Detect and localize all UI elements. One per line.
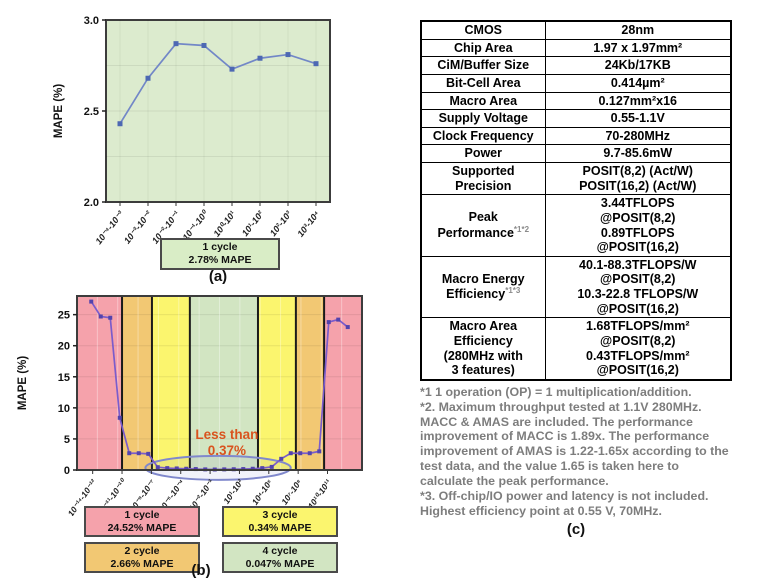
table-row: Peak Performance*1*2 3.44TFLOPS @POSIT(8,2)… — [420, 194, 732, 257]
panel-a: 10⁻⁴-10⁻³ 10⁻³-10⁻² 10⁻²-10⁻¹ 10⁻¹-10⁰ 10⁰-1… — [48, 8, 348, 290]
mape-cycles-chart-b: Less than0.37%051015202510⁻¹⁴-10⁻¹²10⁻¹¹… — [17, 295, 363, 516]
spec-label-cell: Supported Precision — [420, 161, 546, 196]
svg-text:20: 20 — [58, 341, 70, 353]
spec-label-cell: CiM/Buffer Size — [420, 56, 546, 75]
caption-a: (a) — [208, 268, 228, 285]
legend-3-cycle-label: 3 cycle — [262, 509, 298, 521]
spec-label-cell: Bit-Cell Area — [420, 73, 546, 93]
svg-text:MAPE (%): MAPE (%) — [17, 356, 29, 410]
legend-4-cycle-value: 0.047% MAPE — [245, 557, 315, 570]
svg-text:10: 10 — [58, 403, 70, 415]
svg-text:3.0: 3.0 — [84, 15, 99, 27]
svg-text:0.37%: 0.37% — [208, 443, 246, 458]
spec-value-cell: 3.44TFLOPS @POSIT(8,2) 0.89TFLOPS @POSIT(16… — [544, 194, 732, 257]
spec-label-cell: Peak Performance*1*2 — [420, 194, 546, 257]
table-row: CiM/Buffer Size 24Kb/17KB — [420, 56, 732, 75]
spec-value-cell: 24Kb/17KB — [544, 56, 732, 75]
spec-value-cell: 1.97 x 1.97mm² — [544, 38, 732, 58]
legend-2-cycle-value: 2.66% MAPE — [110, 557, 174, 570]
spec-value-cell: 28nm — [544, 20, 732, 40]
table-footnotes: *1 1 operation (OP) = 1 multiplication/a… — [420, 385, 732, 519]
legend-a-line2: 2.78% MAPE — [188, 254, 252, 267]
spec-value-cell: 0.127mm²x16 — [544, 91, 732, 111]
svg-text:0: 0 — [64, 465, 70, 477]
spec-label-cell: Power — [420, 144, 546, 163]
legend-4-cycle-label: 4 cycle — [262, 545, 298, 558]
spec-label-cell: Clock Frequency — [420, 126, 546, 146]
legend-1-cycle: 1 cycle 24.52% MAPE — [84, 506, 200, 538]
footnote-1: *1 1 operation (OP) = 1 multiplication/a… — [420, 384, 692, 399]
spec-label-cell: CMOS — [420, 20, 546, 40]
panel-b: Less than 0.37% 0 5 10 15 20 25 10⁻¹⁴-10⁻¹² 10⁻¹¹… — [12, 290, 390, 588]
legend-2-cycle: 2 cycle 2.66% MAPE — [84, 542, 200, 574]
svg-text:10²-10³: 10²-10³ — [268, 208, 294, 238]
spec-label-cell: Supply Voltage — [420, 109, 546, 128]
legend-4-cycle: 4 cycle 0.047% MAPE — [222, 542, 338, 574]
spec-value-cell: 40.1-88.3TFLOPS/W @POSIT(8,2) 10.3-22.8 TF… — [544, 255, 732, 319]
footnote-3: *3. Off-chip/IO power and latency is not… — [420, 488, 709, 518]
table-row: Clock Frequency 70-280MHz — [420, 126, 732, 146]
caption-c: (c) — [566, 520, 586, 538]
spec-label-cell: Chip Area — [420, 38, 546, 58]
svg-text:10⁷-10⁸: 10⁷-10⁸ — [279, 477, 304, 506]
table-row: Macro Area Efficiency (280MHz with 3 featur… — [420, 317, 732, 381]
spec-label-cell: Macro Area Efficiency (280MHz with 3 featur… — [420, 317, 546, 381]
footnote-2: *2. Maximum throughput tested at 1.1V 28… — [420, 399, 729, 488]
svg-text:10¹-10²: 10¹-10² — [240, 208, 266, 238]
chart-b-legend: 1 cycle 24.52% MAPE 3 cycle 0.34% MAPE 2… — [12, 506, 390, 578]
table-row: Chip Area 1.97 x 1.97mm² — [420, 38, 732, 58]
svg-text:Less than: Less than — [195, 427, 258, 442]
svg-text:5: 5 — [64, 434, 70, 446]
table-row: CMOS 28nm — [420, 20, 732, 40]
spec-table: CMOS 28nm Chip Area 1.97 x 1.97mm² CiM/Buffe… — [420, 20, 732, 381]
spec-label-cell: Macro Area — [420, 91, 546, 111]
svg-text:2.5: 2.5 — [84, 106, 99, 118]
svg-text:25: 25 — [58, 310, 70, 322]
table-row: Power 9.7-85.6mW — [420, 144, 732, 163]
panel-c: CMOS 28nm Chip Area 1.97 x 1.97mm² CiM/Buffe… — [420, 20, 732, 538]
table-row: Bit-Cell Area 0.414µm² — [420, 73, 732, 93]
legend-1-cycle-label: 1 cycle — [124, 509, 160, 521]
legend-a-line1: 1 cycle — [202, 241, 238, 253]
svg-text:2.0: 2.0 — [84, 197, 99, 209]
svg-text:10¹-10²: 10¹-10² — [221, 476, 246, 505]
legend-1-cycle-value: 24.52% MAPE — [107, 521, 177, 534]
spec-label-cell: Macro Energy Efficiency*1*3 — [420, 255, 546, 319]
legend-row-1: 1 cycle 24.52% MAPE 3 cycle 0.34% MAPE — [12, 506, 390, 538]
legend-row-2: 2 cycle 2.66% MAPE 4 cycle 0.047% MAPE — [12, 542, 390, 574]
svg-text:15: 15 — [58, 372, 70, 384]
svg-text:10⁰-10¹: 10⁰-10¹ — [211, 209, 237, 239]
svg-text:10⁴-10⁵: 10⁴-10⁵ — [250, 477, 275, 507]
spec-value-cell: 70-280MHz — [544, 126, 732, 146]
caption-b: (b) — [191, 562, 211, 579]
spec-value-cell: 0.55-1.1V — [544, 109, 732, 128]
spec-value-cell: 0.414µm² — [544, 73, 732, 93]
spec-value-cell: POSIT(8,2) (Act/W) POSIT(16,2) (Act/W) — [544, 161, 732, 196]
svg-text:MAPE (%): MAPE (%) — [53, 84, 65, 138]
table-row: Macro Energy Efficiency*1*3 40.1-88.3TFLOP… — [420, 255, 732, 319]
chart-a-legend: 1 cycle 2.78% MAPE — [160, 238, 280, 271]
legend-3-cycle-value: 0.34% MAPE — [248, 521, 312, 534]
svg-text:10³-10⁴: 10³-10⁴ — [295, 209, 321, 239]
legend-3-cycle: 3 cycle 0.34% MAPE — [222, 506, 338, 538]
spec-value-cell: 9.7-85.6mW — [544, 144, 732, 163]
spec-value-cell: 1.68TFLOPS/mm² @POSIT(8,2) 0.43TFLOPS/mm² @… — [544, 317, 732, 381]
table-row: Supported Precision POSIT(8,2) (Act/W) POSI… — [420, 161, 732, 196]
legend-2-cycle-label: 2 cycle — [124, 545, 160, 558]
table-row: Supply Voltage 0.55-1.1V — [420, 109, 732, 128]
table-row: Macro Area 0.127mm²x16 — [420, 91, 732, 111]
mape-line-chart-a: 10⁻⁴-10⁻³10⁻³-10⁻²10⁻²-10⁻¹10⁻¹-10⁰ 10⁰-1… — [53, 15, 331, 246]
svg-text:10⁻⁴-10⁻³: 10⁻⁴-10⁻³ — [93, 208, 126, 246]
